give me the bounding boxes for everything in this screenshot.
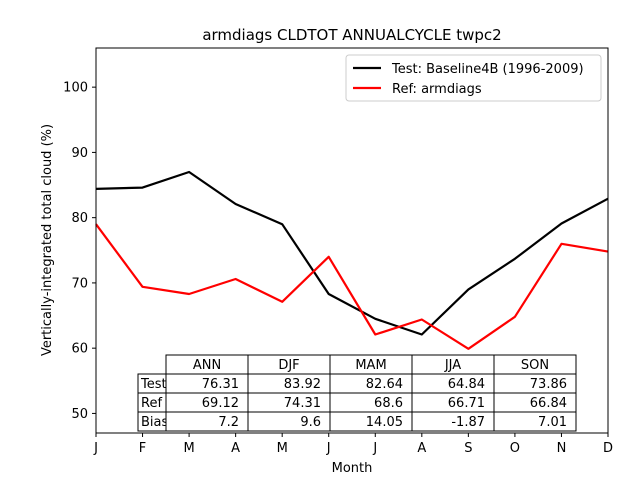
chart-title: armdiags CLDTOT ANNUALCYCLE twpc2 — [202, 26, 501, 44]
y-tick-label: 100 — [63, 81, 88, 96]
table-cell-value: 69.12 — [202, 396, 239, 411]
x-tick-label: S — [464, 441, 472, 456]
x-tick-label: J — [326, 441, 331, 456]
table-column-header: ANN — [193, 358, 221, 373]
table-column-header: SON — [521, 358, 549, 373]
table-cell-value: 66.71 — [448, 396, 485, 411]
table-cell-value: 68.6 — [374, 396, 403, 411]
legend-label-2: Ref: armdiags — [392, 82, 482, 97]
y-tick-label: 80 — [71, 211, 88, 226]
table-cell-value: 9.6 — [300, 415, 321, 430]
legend: Test: Baseline4B (1996-2009) Ref: armdiag… — [345, 54, 602, 102]
table-column-header: DJF — [278, 358, 299, 373]
y-tick-label: 90 — [71, 146, 88, 161]
table-cell — [493, 411, 577, 432]
x-tick-label: N — [557, 441, 567, 456]
series-line-1 — [95, 170, 609, 336]
table-cell-value: 14.05 — [366, 415, 403, 430]
table-cell-value: 73.86 — [530, 377, 567, 392]
y-tick-label: 60 — [71, 342, 88, 357]
x-tick-label: J — [372, 441, 377, 456]
x-tick-label: O — [510, 441, 520, 456]
table-row-label: Bias — [141, 415, 168, 430]
table-column-header: JJA — [444, 358, 461, 373]
table-cell-value: 66.84 — [530, 396, 567, 411]
y-tick-label: 70 — [71, 276, 88, 291]
series-line-2 — [95, 223, 609, 350]
legend-box — [345, 54, 602, 102]
x-tick-label: M — [277, 441, 288, 456]
table-cell-value: 7.01 — [538, 415, 567, 430]
table-column-header: MAM — [355, 358, 386, 373]
table-cell-value: 83.92 — [284, 377, 321, 392]
table-cell-value: 64.84 — [448, 377, 485, 392]
table-row-label: Ref — [141, 396, 162, 411]
plot-frame — [95, 47, 609, 434]
x-tick-label: M — [183, 441, 194, 456]
table-cell-value: -1.87 — [451, 415, 485, 430]
x-tick-label: A — [231, 441, 240, 456]
x-tick-label: F — [139, 441, 146, 456]
legend-label-1: Test: Baseline4B (1996-2009) — [391, 62, 584, 77]
y-tick-label: 50 — [71, 407, 88, 422]
x-axis-label: Month — [332, 461, 373, 476]
x-tick-label: A — [417, 441, 426, 456]
x-tick-label: D — [603, 441, 613, 456]
table-cell-value: 7.2 — [218, 415, 239, 430]
table-cell-value: 82.64 — [366, 377, 403, 392]
table-row-label: Test — [140, 377, 167, 392]
table-cell-value: 74.31 — [284, 396, 321, 411]
table-cell-value: 76.31 — [202, 377, 239, 392]
y-axis-label: Vertically-integrated total cloud (%) — [40, 124, 55, 356]
stats-table: ANN DJF MAM JJA SON Test 76.31 83.92 82.64 64.84 7… — [137, 354, 577, 432]
x-tick-label: J — [93, 441, 98, 456]
